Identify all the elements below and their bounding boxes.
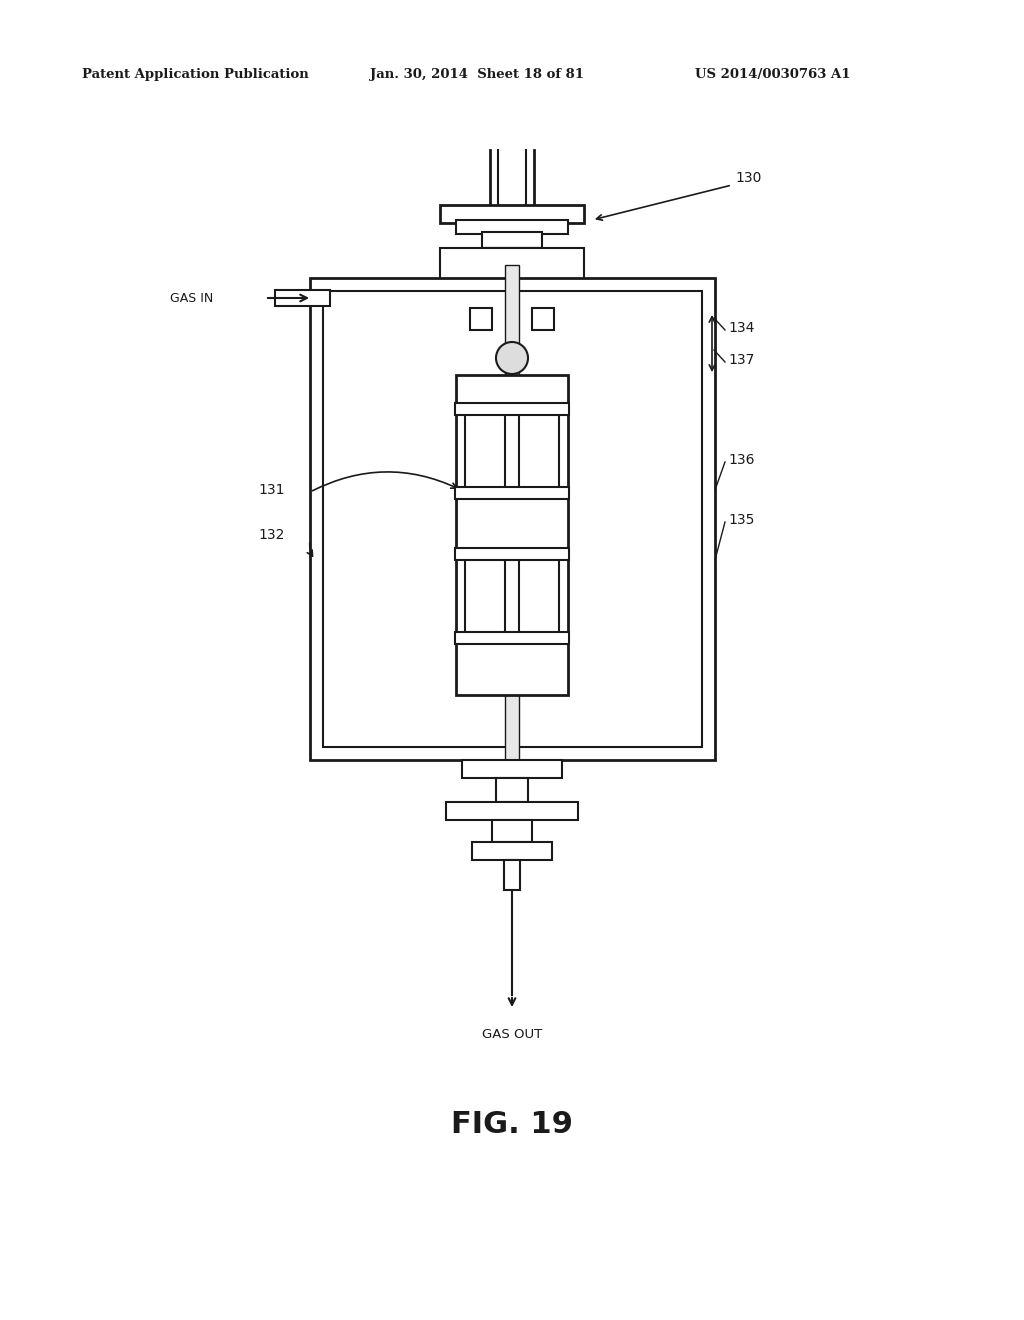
- Bar: [532, 308, 554, 330]
- Bar: [446, 803, 578, 820]
- Text: Patent Application Publication: Patent Application Publication: [82, 69, 309, 81]
- Text: 135: 135: [728, 513, 755, 527]
- Text: US 2014/0030763 A1: US 2014/0030763 A1: [695, 69, 851, 81]
- Bar: [440, 205, 584, 223]
- Bar: [519, 554, 559, 638]
- Bar: [455, 487, 569, 499]
- Bar: [456, 375, 568, 696]
- Bar: [275, 290, 330, 306]
- Text: 132: 132: [258, 528, 285, 543]
- Bar: [455, 548, 569, 560]
- Bar: [310, 279, 715, 760]
- Bar: [456, 220, 568, 234]
- Text: GAS IN: GAS IN: [170, 292, 213, 305]
- Circle shape: [496, 342, 528, 374]
- Bar: [462, 760, 562, 777]
- Bar: [504, 861, 520, 890]
- Bar: [519, 411, 559, 492]
- Bar: [482, 232, 542, 248]
- Text: 137: 137: [728, 352, 755, 367]
- Text: 130: 130: [735, 172, 762, 185]
- Bar: [492, 820, 532, 842]
- Bar: [440, 248, 584, 280]
- Bar: [496, 777, 528, 803]
- Bar: [505, 265, 519, 820]
- Text: 136: 136: [728, 453, 755, 467]
- Text: 131: 131: [258, 483, 285, 498]
- Bar: [455, 403, 569, 414]
- Text: FIG. 19: FIG. 19: [451, 1110, 573, 1139]
- Bar: [465, 554, 505, 638]
- Text: Jan. 30, 2014  Sheet 18 of 81: Jan. 30, 2014 Sheet 18 of 81: [370, 69, 584, 81]
- Bar: [472, 842, 552, 861]
- Text: 134: 134: [728, 321, 755, 335]
- Bar: [465, 411, 505, 492]
- Bar: [455, 632, 569, 644]
- Bar: [323, 290, 702, 747]
- Bar: [470, 308, 492, 330]
- Text: GAS OUT: GAS OUT: [482, 1028, 542, 1041]
